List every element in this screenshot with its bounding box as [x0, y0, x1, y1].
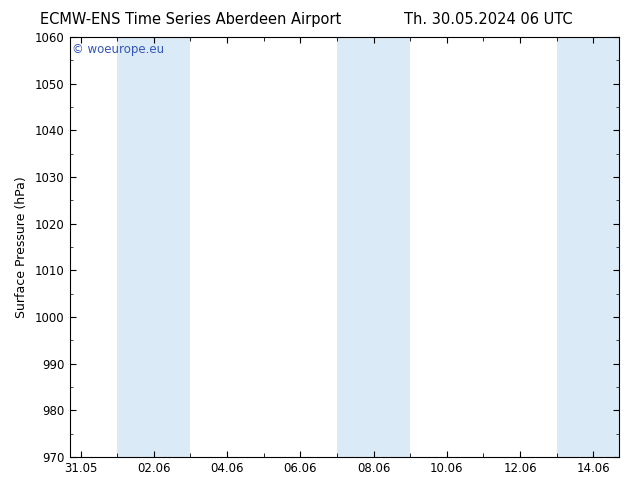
Y-axis label: Surface Pressure (hPa): Surface Pressure (hPa): [15, 176, 28, 318]
Bar: [117, 37, 190, 457]
Text: Th. 30.05.2024 06 UTC: Th. 30.05.2024 06 UTC: [404, 12, 573, 27]
Text: ECMW-ENS Time Series Aberdeen Airport: ECMW-ENS Time Series Aberdeen Airport: [39, 12, 341, 27]
Bar: [337, 37, 410, 457]
Bar: [557, 37, 630, 457]
Text: © woeurope.eu: © woeurope.eu: [72, 44, 164, 56]
